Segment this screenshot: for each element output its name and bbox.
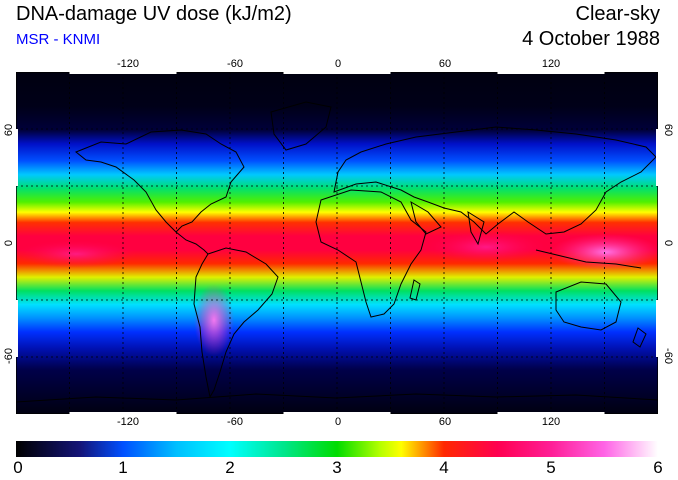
coastline-australia xyxy=(555,281,622,331)
coastline-indonesia xyxy=(535,249,642,269)
lat-tick-left: 0 xyxy=(3,239,15,247)
color-scale-bar xyxy=(16,441,658,457)
map-border xyxy=(16,72,658,414)
coastline-india xyxy=(467,211,485,246)
colorbar-tick: 3 xyxy=(332,458,342,477)
lat-tick-right: -60 xyxy=(662,348,674,364)
colorbar-tick: 1 xyxy=(118,458,128,477)
coastline-arabia xyxy=(410,200,442,235)
lat-tick-left: 60 xyxy=(3,123,15,137)
indian-ocean-uv-maximum xyxy=(426,231,546,263)
colorbar-tick: 4 xyxy=(439,458,449,477)
lon-tick-top: 120 xyxy=(541,58,561,70)
source-label: MSR - KNMI xyxy=(16,31,101,48)
colorbar-tick: 5 xyxy=(546,458,556,477)
pacific-uv-maximum xyxy=(16,240,136,268)
lat-tick-right: 0 xyxy=(662,239,674,247)
coastline-north-america xyxy=(75,129,245,233)
uv-dose-map xyxy=(16,72,658,414)
coastline-new-zealand xyxy=(632,327,647,348)
colorbar-tick: 2 xyxy=(225,458,235,477)
date-label: 4 October 1988 xyxy=(522,28,660,50)
lon-tick-bottom: -120 xyxy=(116,416,140,428)
lon-tick-top: 60 xyxy=(438,58,452,70)
lon-tick-top: -120 xyxy=(116,58,140,70)
lat-tick-left: -60 xyxy=(3,348,15,364)
coastline-central-america xyxy=(175,231,209,255)
lat-tick-right: 60 xyxy=(662,123,674,137)
lon-tick-bottom: 120 xyxy=(541,416,561,428)
lon-tick-bottom: -60 xyxy=(227,416,243,428)
graticule xyxy=(16,72,658,414)
coastline-africa xyxy=(315,189,427,318)
map-title: DNA-damage UV dose (kJ/m2) xyxy=(16,3,292,25)
coastlines xyxy=(16,101,658,403)
andes-uv-maximum xyxy=(194,284,234,356)
colorbar-tick: 6 xyxy=(653,458,663,477)
lon-tick-bottom: 60 xyxy=(438,416,452,428)
sky-condition-label: Clear-sky xyxy=(575,3,660,25)
lon-tick-bottom: 0 xyxy=(334,416,342,428)
lon-tick-top: -60 xyxy=(227,58,243,70)
coastline-greenland xyxy=(270,101,332,151)
lon-tick-top: 0 xyxy=(334,58,342,70)
coastline-eurasia xyxy=(333,126,657,235)
coastline-south-america xyxy=(193,247,279,399)
colorbar-tick: 0 xyxy=(13,458,23,477)
